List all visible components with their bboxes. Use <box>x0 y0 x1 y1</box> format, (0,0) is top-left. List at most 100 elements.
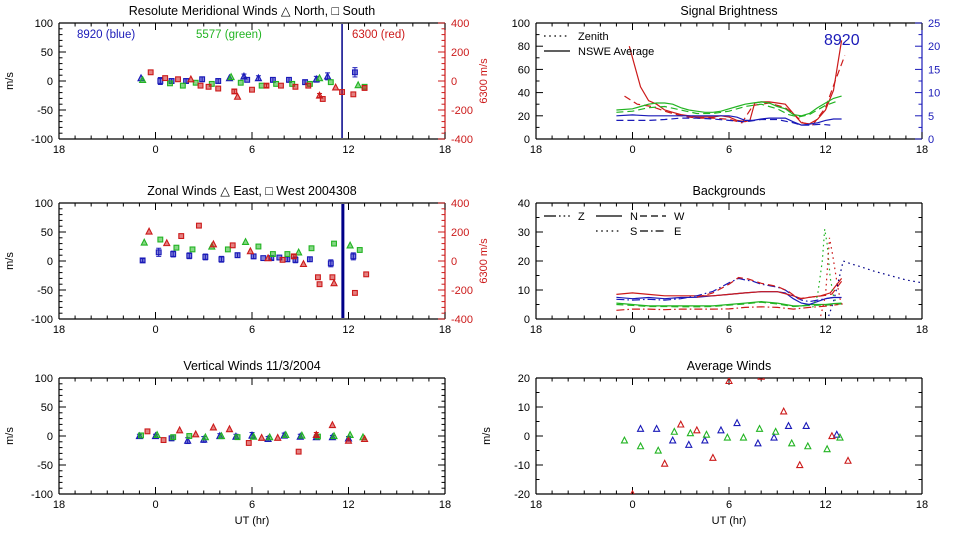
y-tick-label: 40 <box>518 88 530 100</box>
x-tick-label: 18 <box>530 499 542 511</box>
line-6300-bg-dashdot-low <box>616 303 839 311</box>
x-tick-label: 12 <box>342 324 354 336</box>
triangle-marker <box>636 441 645 450</box>
y-tick-label: 60 <box>518 64 530 76</box>
right-tick-label: 10 <box>928 88 940 100</box>
y-tick-label: 80 <box>518 41 530 53</box>
square-marker <box>237 79 244 86</box>
triangle-marker <box>183 436 192 444</box>
triangle-marker <box>264 253 272 262</box>
square-marker <box>189 246 196 253</box>
y-tick-label: -50 <box>37 460 53 472</box>
right-axis-label: 6300 m/s <box>478 238 490 284</box>
right-tick-label: -400 <box>451 134 473 146</box>
triangle-marker <box>257 433 266 441</box>
triangle-marker <box>660 459 669 467</box>
legend-label: Zenith <box>578 31 609 43</box>
y-tick-label: 0 <box>47 431 53 443</box>
triangle-marker <box>709 453 717 461</box>
triangle-marker <box>328 420 337 429</box>
square-marker <box>234 434 241 441</box>
right-tick-label: 25 <box>928 18 940 30</box>
square-marker <box>245 440 252 446</box>
panel-title: Vertical Winds 11/3/2004 <box>183 359 320 373</box>
y-tick-label: -10 <box>514 460 530 472</box>
series-group <box>616 229 922 317</box>
line-8920-nswe-average-right-axis- <box>616 114 842 126</box>
square-marker <box>224 246 231 253</box>
square-marker <box>234 252 241 259</box>
triangle-marker <box>844 456 852 464</box>
x-tick-label: 18 <box>53 324 65 336</box>
y-axis-label: m/s <box>4 252 16 270</box>
triangle-marker <box>676 420 685 428</box>
square-marker <box>244 76 251 83</box>
triangle-marker <box>717 425 725 434</box>
triangle-marker <box>254 73 263 82</box>
triangle-marker <box>297 431 306 439</box>
panel-title: Zonal Winds △ East, □ West 2004308 <box>147 184 356 198</box>
legend-label: W <box>674 211 685 223</box>
triangle-marker <box>702 430 711 438</box>
triangle-marker <box>299 259 308 268</box>
triangle-marker <box>201 432 210 441</box>
triangle-marker <box>191 429 200 438</box>
square-marker <box>157 78 164 84</box>
square-marker <box>186 433 193 439</box>
triangle-marker <box>795 460 804 469</box>
triangle-marker <box>779 406 788 415</box>
series-group <box>135 420 369 455</box>
square-marker <box>155 249 162 256</box>
square-marker <box>229 242 236 249</box>
square-marker <box>273 80 280 87</box>
square-marker <box>138 432 144 439</box>
triangle-marker <box>344 436 353 444</box>
square-marker <box>160 437 167 444</box>
square-marker <box>195 222 202 229</box>
square-marker <box>147 69 154 76</box>
y-tick-label: 30 <box>518 227 530 239</box>
square-marker <box>170 434 177 441</box>
square-marker <box>263 82 270 89</box>
triangle-marker <box>265 432 274 441</box>
x-tick-label: 18 <box>53 499 65 511</box>
triangle-marker <box>754 438 762 447</box>
triangle-marker <box>836 433 844 441</box>
triangle-marker <box>630 489 635 494</box>
y-tick-label: 20 <box>518 256 530 268</box>
square-marker <box>329 274 336 281</box>
square-marker <box>319 96 326 102</box>
square-marker <box>218 256 225 263</box>
x-tick-label: 18 <box>916 499 928 511</box>
triangle-marker <box>186 74 195 83</box>
triangle-marker <box>739 433 748 441</box>
square-marker <box>290 253 297 260</box>
panel-title: Signal Brightness <box>680 4 777 18</box>
series-group <box>139 222 370 296</box>
square-marker <box>231 88 238 95</box>
panel-title: Resolute Meridional Winds △ North, □ Sou… <box>129 4 375 18</box>
y-tick-label: -100 <box>31 314 53 326</box>
square-marker <box>331 240 337 247</box>
triangle-marker <box>145 227 153 235</box>
y-axis-label: m/s <box>4 72 16 90</box>
y-tick-label: 20 <box>518 111 530 123</box>
triangle-marker <box>209 239 218 248</box>
triangle-marker <box>684 440 693 448</box>
square-marker <box>327 79 334 86</box>
triangle-marker <box>281 430 290 438</box>
x-tick-label: 0 <box>629 324 635 336</box>
x-tick-label: 12 <box>819 499 831 511</box>
triangle-marker <box>294 247 303 256</box>
square-marker <box>205 83 212 90</box>
line-5577-zenith <box>616 100 839 118</box>
triangle-marker <box>757 378 766 380</box>
square-marker <box>179 82 186 89</box>
triangle-marker <box>733 418 741 427</box>
x-tick-label: 18 <box>916 324 928 336</box>
square-marker <box>361 85 368 91</box>
y-tick-label: 100 <box>35 18 53 30</box>
